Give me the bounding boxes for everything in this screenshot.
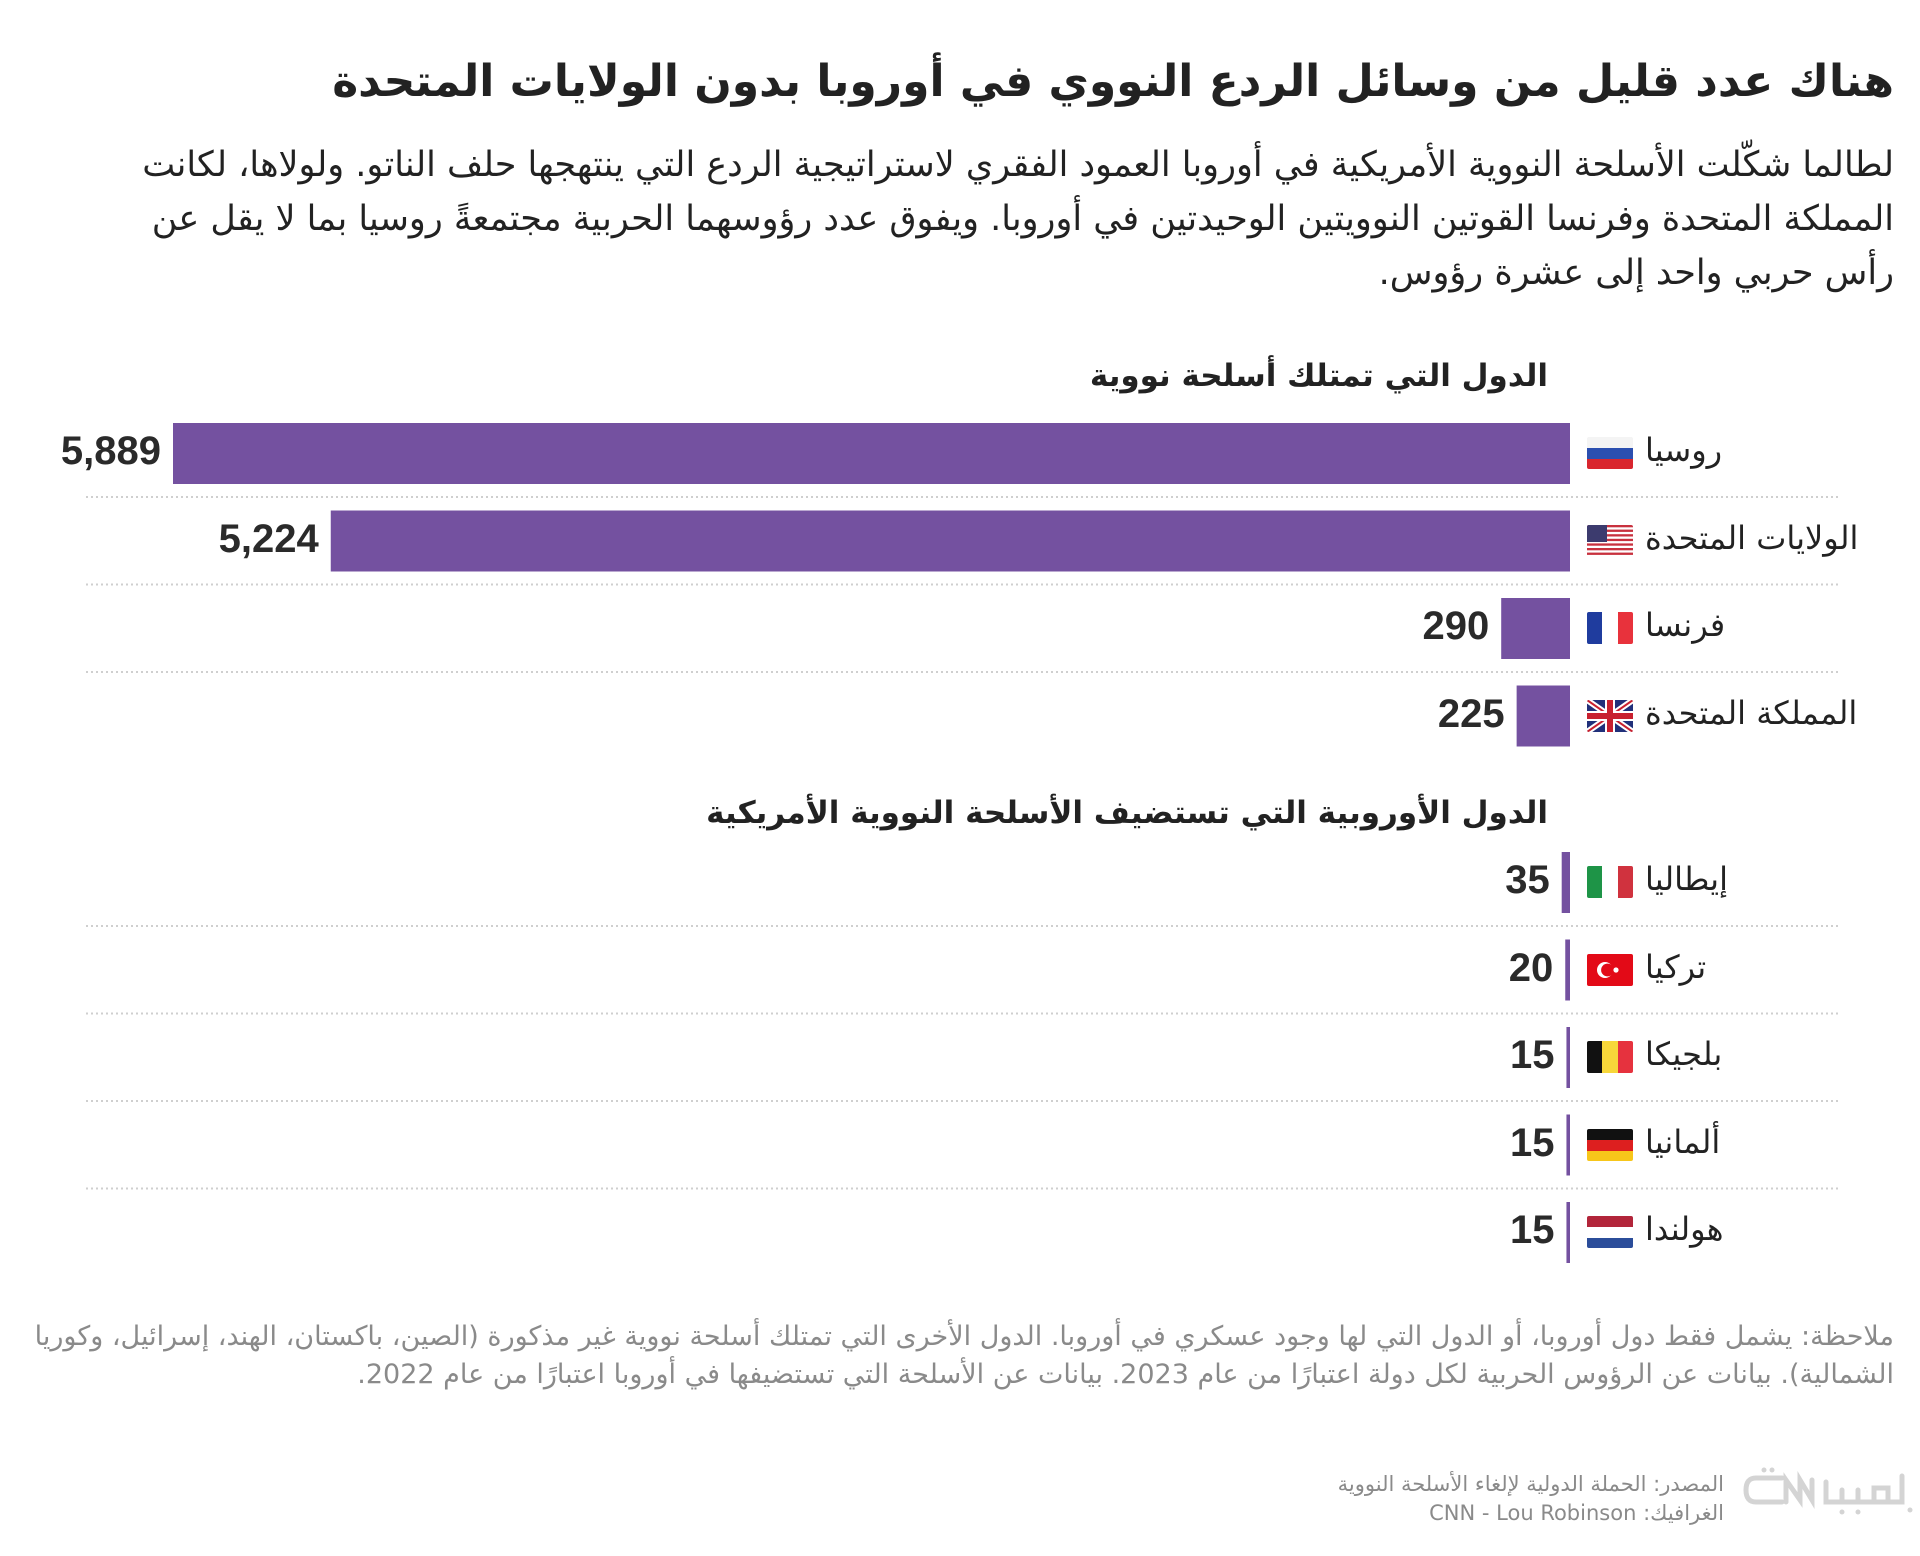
bar-turkey xyxy=(1565,939,1570,1001)
country-label: المملكة المتحدة xyxy=(1645,693,1858,732)
flag-belgium-icon xyxy=(1587,1041,1633,1073)
bar-uk xyxy=(1516,685,1570,747)
source-line: المصدر: الحملة الدولية لإلغاء الأسلحة ال… xyxy=(1337,1472,1724,1496)
value-label: 5,224 xyxy=(218,516,319,561)
country-label: تركيا xyxy=(1645,947,1707,986)
flag-uk-icon xyxy=(1587,699,1633,732)
value-label: 15 xyxy=(1509,1208,1555,1252)
flag-turkey-icon xyxy=(1587,953,1633,986)
flag-germany-icon xyxy=(1587,1128,1633,1161)
bar-germany xyxy=(1566,1114,1570,1176)
flag-italy-icon xyxy=(1587,866,1633,898)
footnote: ملاحظة: يشمل فقط دول أوروبا، أو الدول ال… xyxy=(34,1321,1894,1390)
country-label: إيطاليا xyxy=(1645,860,1728,898)
flag-france-icon xyxy=(1587,612,1633,644)
value-label: 35 xyxy=(1505,858,1550,902)
bar-usa xyxy=(330,510,1571,572)
source-credit: المصدر: الحملة الدولية لإلغاء الأسلحة ال… xyxy=(1338,1470,1724,1528)
flag-russia-icon xyxy=(1587,437,1633,469)
flag-netherlands-icon xyxy=(1587,1216,1633,1248)
chart-title: هناك عدد قليل من وسائل الردع النووي في أ… xyxy=(332,56,1894,107)
cnn-arabic-logo xyxy=(1743,1467,1913,1515)
country-label: ألمانيا xyxy=(1645,1122,1721,1161)
value-label: 225 xyxy=(1437,691,1505,736)
bar-russia xyxy=(173,423,1570,484)
country-label: فرنسا xyxy=(1645,606,1726,644)
country-label: هولندا xyxy=(1645,1210,1724,1248)
value-label: 20 xyxy=(1508,945,1554,990)
bar-belgium xyxy=(1566,1027,1570,1088)
section-heading-nuclear-states: الدول التي تمتلك أسلحة نووية xyxy=(1089,358,1548,394)
country-label: بلجيكا xyxy=(1645,1035,1723,1073)
bar-france xyxy=(1501,598,1570,659)
value-label: 15 xyxy=(1509,1033,1555,1077)
value-label: 5,889 xyxy=(60,429,161,473)
flag-usa-icon xyxy=(1587,524,1633,557)
country-label: روسيا xyxy=(1645,431,1723,469)
graphic-credit-line: الغرافيك: CNN - Lou Robinson xyxy=(1429,1501,1724,1525)
value-label: 290 xyxy=(1422,604,1490,648)
value-label: 15 xyxy=(1509,1120,1555,1165)
bar-italy xyxy=(1561,852,1570,913)
chart-subtitle: لطالما شكّلت الأسلحة النووية الأمريكية ف… xyxy=(142,145,1894,293)
bar-netherlands xyxy=(1566,1202,1570,1263)
section-heading-host-states: الدول الأوروبية التي تستضيف الأسلحة النو… xyxy=(706,795,1548,831)
country-label: الولايات المتحدة xyxy=(1645,518,1859,557)
